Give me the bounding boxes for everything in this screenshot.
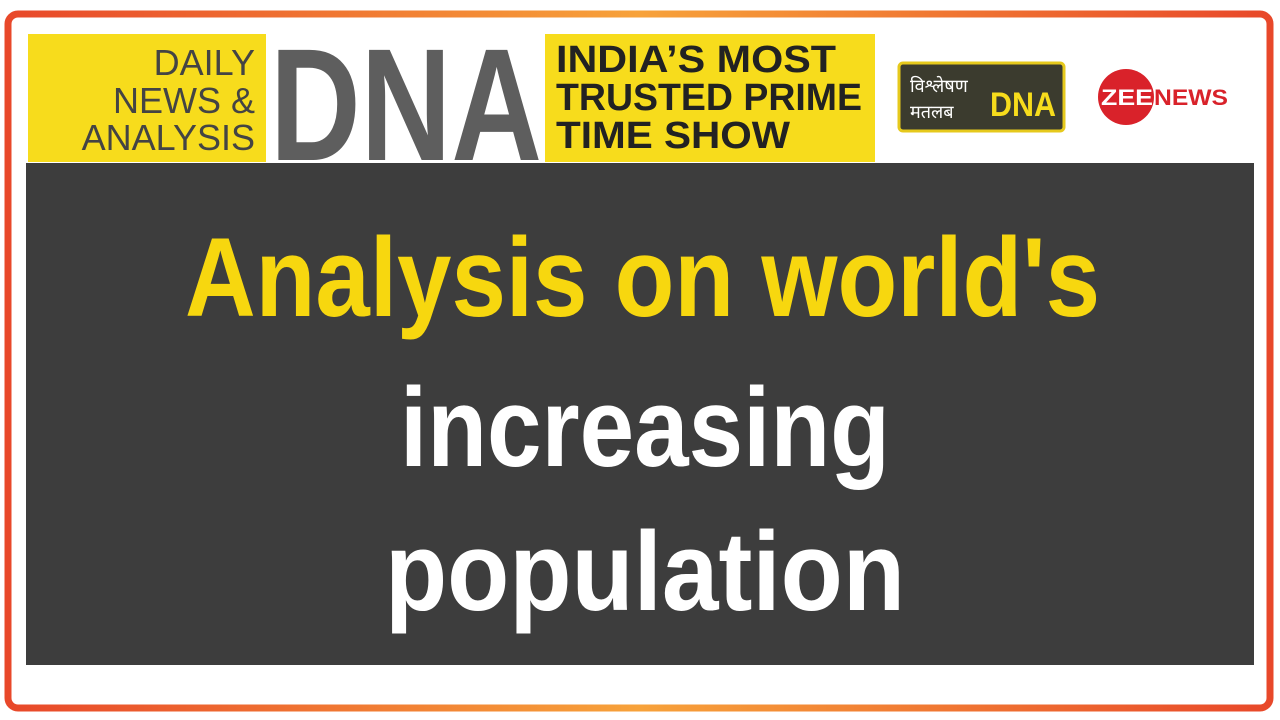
headline-panel [26,163,1254,665]
brand-circle [1098,69,1154,125]
tagline-line: TRUSTED PRIME [556,77,862,119]
tagline-line: INDIA’S MOST [556,39,836,81]
tagline-line: TIME SHOW [556,115,790,157]
badge-logo: DNA [990,86,1056,124]
left-line: NEWS & [113,80,255,121]
badge-line: विश्लेषण [910,75,969,96]
headline-line: increasing [400,365,890,490]
brand-text: NEWS [1154,85,1228,110]
left-line: ANALYSIS [82,117,255,158]
badge [897,61,1066,133]
left-band [28,34,266,162]
headline-line: Analysis on world's [185,215,1100,340]
badge-line: मतलब [910,102,954,122]
left-line: DAILY [154,42,255,83]
brand-circle-text: ZEE [1101,85,1153,110]
headline-line: population [385,509,905,634]
tagline-box [545,34,875,162]
